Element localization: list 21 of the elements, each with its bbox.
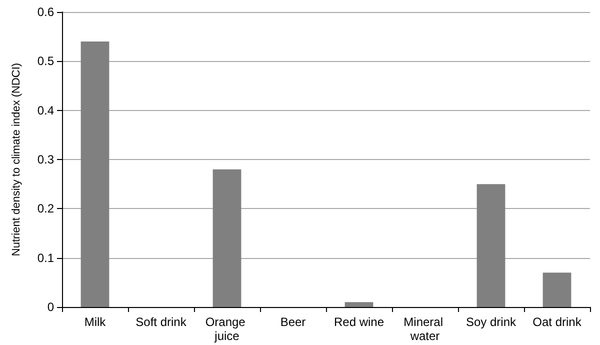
x-tick-label: Mineral water	[404, 315, 446, 343]
bar	[542, 272, 572, 307]
x-tick-label: Red wine	[334, 315, 384, 329]
bar	[80, 42, 110, 307]
y-tick-label: 0.6	[37, 5, 54, 19]
y-tick-label: 0	[47, 300, 54, 314]
y-axis-title: Nutrient density to climate index (NDCI)	[10, 62, 22, 256]
y-tick-label: 0.4	[37, 103, 54, 118]
x-tick-label: Soy drink	[466, 315, 518, 329]
y-tick-label: 0.5	[37, 54, 54, 68]
x-tick-label: Milk	[84, 315, 107, 329]
x-tick-label: Orange juice	[205, 315, 249, 343]
y-tick-label: 0.3	[37, 152, 54, 166]
bar	[212, 169, 242, 307]
y-tick-label: 0.2	[37, 202, 54, 216]
bar	[476, 184, 506, 307]
y-tick-label: 0.1	[37, 250, 54, 265]
bar	[344, 302, 374, 307]
x-tick-label: Oat drink	[532, 315, 582, 329]
x-tick-label: Soft drink	[136, 315, 188, 329]
x-tick-label: Beer	[280, 315, 306, 329]
